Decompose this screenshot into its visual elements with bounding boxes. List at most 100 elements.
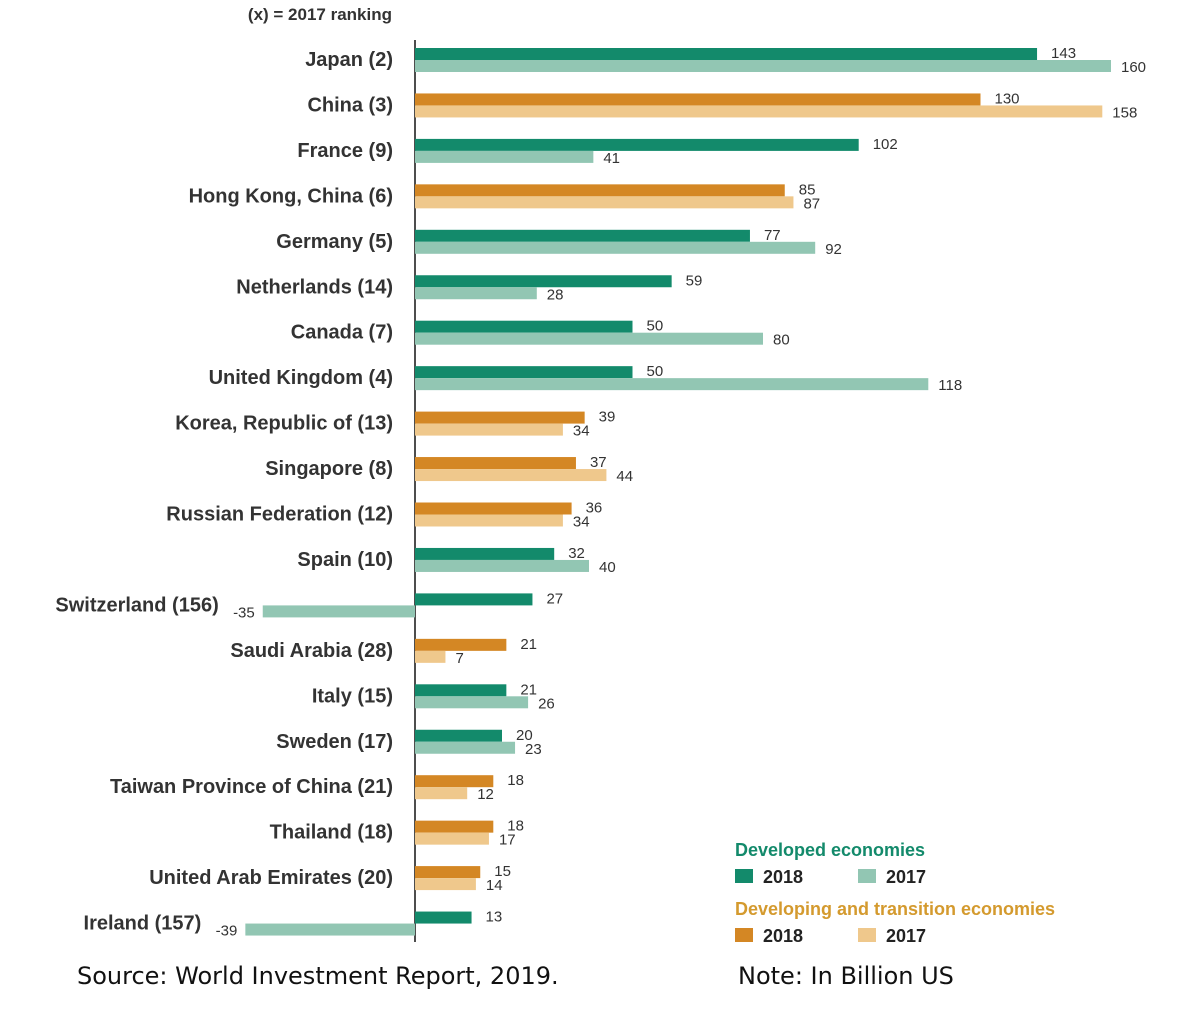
bar-2018	[415, 366, 633, 379]
bar-2018	[415, 411, 585, 424]
bar-2018	[415, 684, 507, 697]
value-label-2018: 15	[494, 863, 511, 880]
legend-label-developing-2017: 2017	[886, 926, 926, 946]
value-label-2018: 77	[764, 227, 781, 244]
legend-swatch-developing-2017	[858, 928, 876, 942]
unit-note: Note: In Billion US	[738, 962, 954, 990]
value-label-2017: 34	[573, 423, 590, 440]
value-label-2018: 85	[799, 181, 816, 198]
category-label: Russian Federation (12)	[166, 504, 393, 526]
category-label: United Arab Emirates (20)	[149, 867, 393, 889]
category-label: Korea, Republic of (13)	[175, 413, 393, 435]
bar-2017	[262, 605, 415, 618]
legend-developed-title: Developed economies	[735, 840, 925, 860]
bar-2018	[415, 457, 576, 470]
category-label: Singapore (8)	[265, 458, 393, 480]
value-label-2018: 50	[647, 363, 664, 380]
bar-2017	[415, 514, 563, 527]
value-label-2017: 87	[803, 195, 820, 212]
category-label: Taiwan Province of China (21)	[110, 776, 393, 798]
bar-2017	[415, 332, 763, 345]
value-label-2017: 158	[1112, 104, 1137, 121]
legend-label-developed-2017: 2017	[886, 867, 926, 887]
category-label: Germany (5)	[276, 231, 393, 253]
value-label-2017: 26	[538, 695, 555, 712]
bar-2017	[415, 378, 929, 391]
bar-2017	[245, 923, 415, 936]
bar-2017	[415, 741, 516, 754]
value-label-2017: 160	[1121, 59, 1146, 76]
value-label-2017: 23	[525, 741, 542, 758]
legend-swatch-developed-2018	[735, 869, 753, 883]
value-label-2017: 80	[773, 332, 790, 349]
bar-2017	[415, 696, 529, 709]
legend-label-developed-2018: 2018	[763, 867, 803, 887]
value-label-2018: 143	[1051, 45, 1076, 62]
bar-2017	[415, 559, 589, 572]
bar-2018	[415, 638, 507, 651]
ranking-note: (x) = 2017 ranking	[248, 5, 392, 24]
category-label: Spain (10)	[297, 549, 393, 571]
category-label: Sweden (17)	[276, 731, 393, 753]
legend-developing-title: Developing and transition economies	[735, 899, 1055, 919]
category-label: Thailand (18)	[270, 822, 393, 844]
bar-2018	[415, 547, 555, 560]
legend-label-developing-2018: 2018	[763, 926, 803, 946]
value-label-2017: 28	[547, 286, 564, 303]
bar-2018	[415, 320, 633, 333]
category-label: Switzerland (156)	[55, 594, 218, 616]
value-label-2017: 34	[573, 514, 590, 531]
bar-2017	[415, 105, 1103, 118]
legend-swatch-developed-2017	[858, 869, 876, 883]
bar-2018	[415, 184, 785, 197]
bar-2018	[415, 229, 750, 242]
bar-2018	[415, 866, 481, 879]
value-label-2017: 12	[477, 786, 494, 803]
value-label-2018: 130	[995, 90, 1020, 107]
bar-2018	[415, 820, 494, 833]
bar-2017	[415, 60, 1111, 72]
value-label-2017: 17	[499, 832, 516, 849]
bar-2017	[415, 241, 816, 254]
value-label-2018: 21	[520, 636, 537, 653]
value-label-2018: 18	[507, 772, 524, 789]
value-label-2017: 41	[603, 150, 620, 167]
value-label-2018: 13	[486, 909, 503, 926]
value-label-2018: 50	[647, 318, 664, 335]
value-label-2018: 37	[590, 454, 607, 471]
value-label-2018: 39	[599, 409, 616, 426]
category-label: France (9)	[297, 140, 393, 162]
legend: Developed economies 2018 2017 Developing an…	[735, 840, 1055, 946]
value-label-2018: 32	[568, 545, 585, 562]
bar-2018	[415, 911, 472, 924]
value-label-2017: 40	[599, 559, 616, 576]
value-label-2018: 36	[586, 500, 603, 517]
value-label-2018: 59	[686, 272, 703, 289]
bars-layer: Japan (2) 143 160 China (3) 130 158 France (9)…	[55, 40, 1146, 942]
category-label: Saudi Arabia (28)	[230, 640, 393, 662]
value-label-2017: 14	[486, 877, 503, 894]
bar-2017	[415, 423, 563, 436]
value-label-2018: 102	[873, 136, 898, 153]
bar-2018	[415, 138, 859, 151]
bar-2018	[415, 502, 572, 515]
bar-2017	[415, 650, 446, 663]
value-label-2018: 21	[520, 681, 537, 698]
bar-2017	[415, 287, 537, 300]
category-label: Japan (2)	[305, 49, 393, 71]
category-label: China (3)	[307, 94, 393, 116]
bar-2018	[415, 775, 494, 788]
value-label-2017: -39	[216, 923, 238, 940]
bar-2018	[415, 93, 981, 106]
bar-2017	[415, 196, 794, 209]
category-label: United Kingdom (4)	[209, 367, 393, 389]
bar-2017	[415, 150, 594, 163]
source-note: Source: World Investment Report, 2019.	[77, 962, 559, 990]
legend-swatch-developing-2018	[735, 928, 753, 942]
value-label-2018: 20	[516, 727, 533, 744]
bar-2018	[415, 593, 533, 606]
value-label-2017: -35	[233, 604, 255, 621]
bar-2017	[415, 832, 489, 845]
category-label: Hong Kong, China (6)	[189, 185, 393, 207]
